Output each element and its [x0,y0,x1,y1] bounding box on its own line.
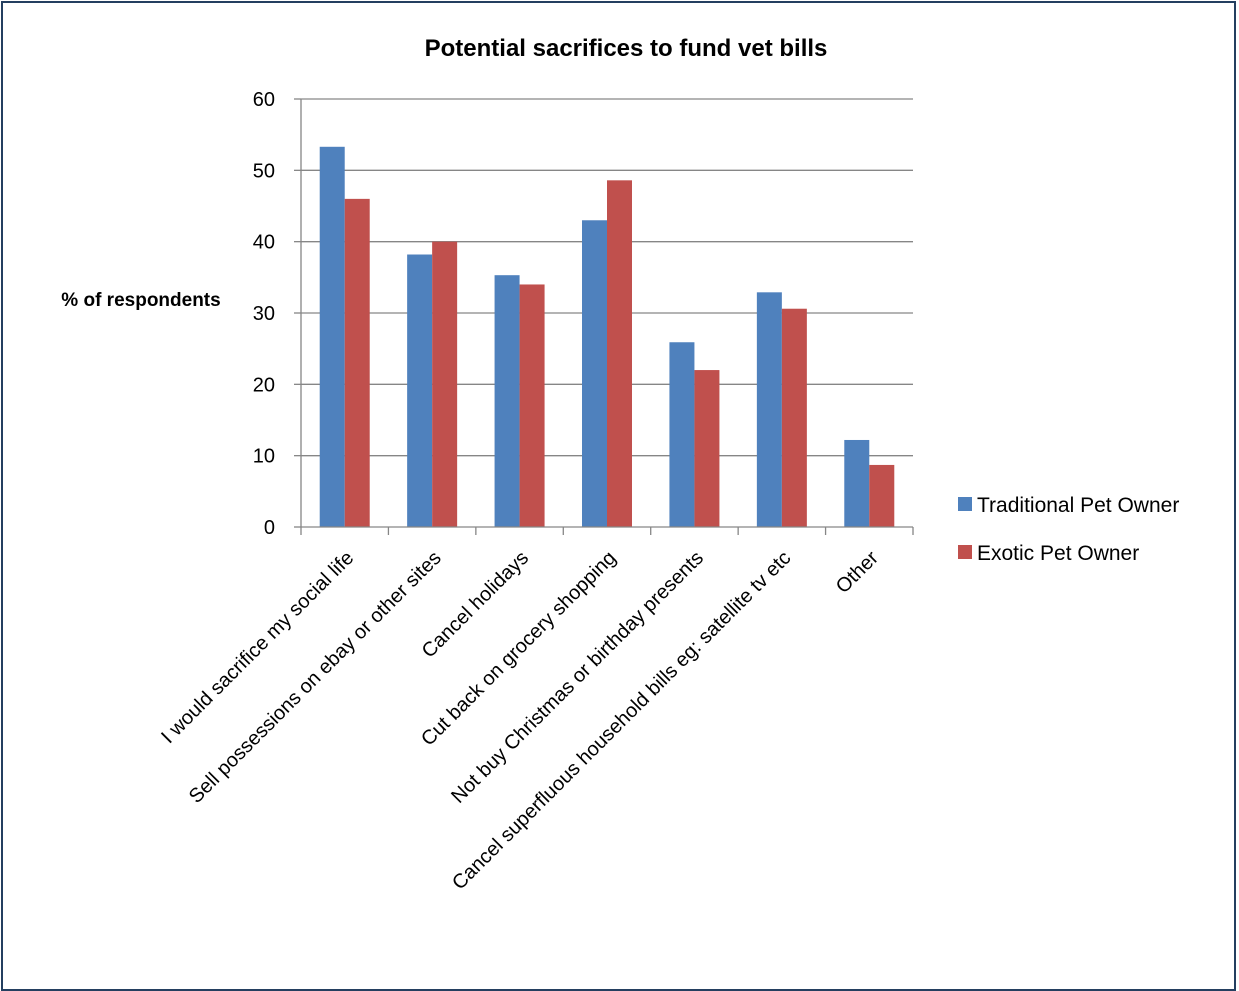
bars [319,146,895,528]
y-tick-label: 40 [253,232,275,254]
y-tick-labels: 0 10 20 30 40 50 60 [253,89,275,539]
legend-label-traditional: Traditional Pet Owner [977,494,1179,517]
y-tick-label: 50 [253,160,275,182]
bar-traditional-2 [494,275,520,527]
legend-swatch-exotic [958,545,972,559]
bar-traditional-0 [319,146,345,527]
bar-exotic-0 [344,198,370,527]
y-tick-label: 30 [253,303,275,325]
bar-exotic-6 [869,464,895,527]
bar-traditional-5 [756,292,782,527]
x-category-label: Other [832,547,883,598]
axes [300,99,914,535]
y-tick-label: 0 [264,517,275,539]
bar-traditional-1 [407,254,433,528]
legend-label-exotic: Exotic Pet Owner [977,542,1139,565]
x-category-label: Cancel superfluous household bills eg: s… [448,547,795,894]
y-tick-label: 60 [253,89,275,111]
chart-title: Potential sacrifices to fund vet bills [425,35,828,62]
bar-exotic-2 [519,284,545,527]
bar-traditional-6 [844,439,870,527]
x-category-label: I would sacrifice my social life [157,547,358,748]
y-tick-label: 20 [253,374,275,396]
y-axis-label: % of respondents [61,290,220,311]
bar-exotic-5 [781,308,807,527]
legend-swatch-traditional [958,497,972,511]
legend: Traditional Pet Owner Exotic Pet Owner [958,494,1179,565]
bar-exotic-4 [694,370,720,527]
y-tick-label: 10 [253,446,275,468]
bar-exotic-1 [432,241,458,527]
bar-traditional-3 [582,220,607,527]
bar-exotic-3 [607,180,632,527]
bar-traditional-4 [669,342,695,527]
